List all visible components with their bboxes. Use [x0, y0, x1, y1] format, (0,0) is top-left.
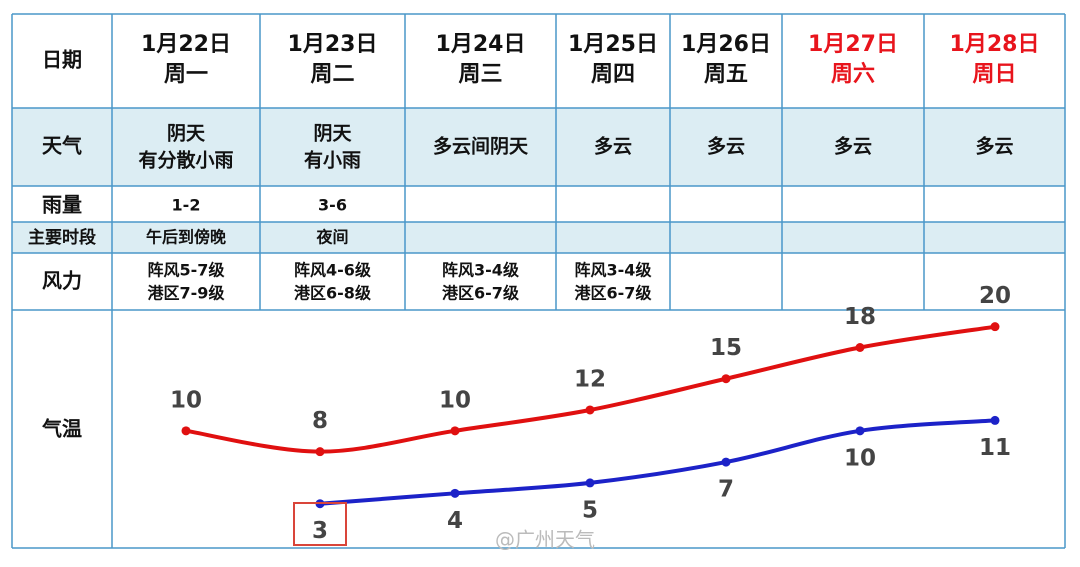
weekday: 周四: [591, 62, 635, 87]
rain: 3-6: [318, 196, 347, 215]
temp-dot: [450, 488, 460, 498]
wind: 港区7-9级: [148, 284, 226, 303]
row-label: 雨量: [42, 193, 82, 217]
weekday: 周一: [164, 62, 208, 87]
row-bg: [12, 108, 1065, 186]
weather: 阴天: [167, 123, 206, 145]
temp-label: 12: [574, 366, 606, 392]
temp-dot: [990, 322, 1000, 332]
temp-dot: [721, 374, 731, 384]
period: 夜间: [315, 228, 348, 247]
weekday: 周三: [458, 62, 502, 87]
date: 1月23日: [288, 32, 378, 57]
temp-dot: [855, 342, 865, 352]
temp-label: 4: [447, 508, 463, 534]
wind: 阵风5-7级: [148, 261, 226, 280]
wind: 阵风3-4级: [575, 261, 653, 280]
weather: 有小雨: [304, 149, 361, 172]
rain: 1-2: [172, 196, 201, 215]
temp-dot: [181, 426, 191, 436]
temp-dot: [450, 426, 460, 436]
wind: 港区6-7级: [575, 284, 653, 303]
weather: 多云: [975, 135, 1013, 158]
corner-label: 日期: [42, 48, 82, 72]
temp-dot: [585, 478, 595, 488]
temp-label: 5: [582, 497, 598, 523]
weekday: 周六: [831, 62, 875, 87]
weather: 多云: [707, 135, 745, 158]
temp-label: 10: [170, 387, 202, 413]
temp-label: 7: [718, 477, 734, 503]
weather: 多云间阴天: [433, 135, 529, 158]
date: 1月26日: [681, 32, 771, 57]
highlight-box: [293, 502, 347, 546]
period: 午后到傍晚: [146, 228, 226, 247]
wind: 港区6-8级: [294, 284, 372, 303]
weather: 多云: [594, 135, 632, 158]
temp-label: 10: [844, 445, 876, 471]
weekday: 周五: [704, 62, 748, 87]
temp-label: 11: [979, 435, 1011, 461]
row-label: 主要时段: [28, 227, 96, 248]
date: 1月24日: [436, 32, 526, 57]
weather: 有分散小雨: [138, 149, 233, 172]
wind: 港区6-7级: [442, 284, 520, 303]
temp-label: 20: [979, 283, 1011, 309]
date: 1月25日: [568, 32, 658, 57]
temp-label: 15: [710, 335, 742, 361]
date: 1月22日: [141, 32, 231, 57]
weekday: 周日: [972, 62, 1016, 87]
weather: 阴天: [313, 123, 352, 145]
row-label: 气温: [41, 417, 82, 441]
weather: 多云: [834, 135, 872, 158]
temp-label: 8: [312, 408, 328, 434]
temp-line: [319, 418, 996, 506]
temp-dot: [315, 447, 325, 457]
date: 1月28日: [950, 32, 1040, 57]
wind: 阵风3-4级: [442, 261, 520, 280]
temp-label: 3: [312, 518, 328, 544]
wind: 阵风4-6级: [294, 261, 372, 280]
row-label: 风力: [42, 269, 82, 293]
temp-label: 10: [439, 387, 471, 413]
watermark: @广州天气: [495, 528, 595, 552]
temp-dot: [721, 457, 731, 467]
weekday: 周二: [310, 62, 354, 87]
row-label: 天气: [42, 134, 82, 158]
temp-dot: [585, 405, 595, 415]
temp-dot: [990, 415, 1000, 425]
date: 1月27日: [808, 32, 898, 57]
temp-dot: [855, 426, 865, 436]
temp-label: 18: [844, 304, 876, 330]
row-bg: [12, 222, 1065, 253]
